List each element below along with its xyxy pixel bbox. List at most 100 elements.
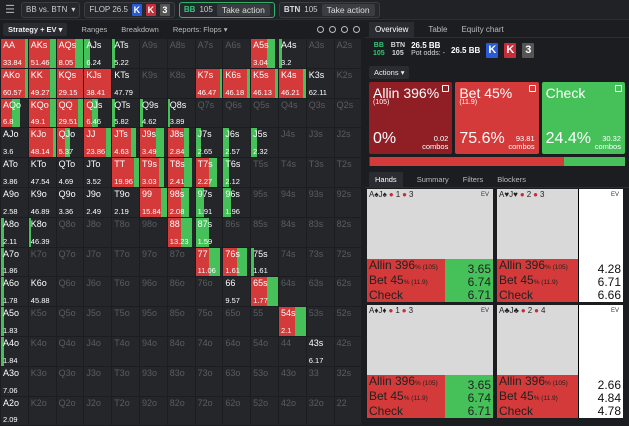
grid-cell[interactable]: A9o 2.58: [1, 187, 29, 218]
grid-cell[interactable]: KTo 47.54: [28, 158, 57, 188]
bb-take-action-button[interactable]: Take action: [216, 3, 270, 16]
grid-cell[interactable]: A8s: [167, 39, 196, 69]
grid-cell[interactable]: 98s 2.08: [167, 187, 196, 218]
grid-cell[interactable]: 94o: [139, 336, 168, 367]
grid-cell[interactable]: J3o: [84, 366, 113, 397]
tab-summary[interactable]: Summary: [416, 175, 449, 184]
grid-cell[interactable]: 86s: [223, 217, 252, 248]
grid-cell[interactable]: 63s: [306, 277, 335, 308]
grid-cell[interactable]: 93o: [139, 366, 168, 397]
grid-cell[interactable]: T2s: [334, 158, 363, 188]
grid-cell[interactable]: 22: [334, 396, 363, 426]
grid-cell[interactable]: A2o 2.09: [1, 396, 29, 426]
hand-combo-cell[interactable]: A♠J♠ ● 1 ● 3 EV Allin 396% (105) Bet 45% (11.…: [367, 189, 493, 302]
grid-cell[interactable]: Q4s: [278, 98, 307, 129]
grid-cell[interactable]: T2o: [112, 396, 140, 426]
grid-cell[interactable]: 82o: [167, 396, 196, 426]
grid-cell[interactable]: 62s: [334, 277, 363, 308]
btn-take-action-button[interactable]: Take action: [321, 3, 375, 16]
grid-cell[interactable]: 96o: [139, 277, 168, 308]
grid-cell[interactable]: AKs 51.46: [28, 39, 57, 69]
grid-cell[interactable]: 99 15.84: [139, 187, 168, 218]
bb-action-pill[interactable]: BB 105 Take action: [178, 1, 275, 18]
checkbox-icon[interactable]: [528, 85, 536, 92]
hand-combo-cell[interactable]: A♣J♣ ● 2 ● 4 EV Allin 396% (105) Bet 45% (11.…: [497, 305, 623, 418]
grid-cell[interactable]: 42s: [334, 336, 363, 367]
grid-cell[interactable]: T7s 2.27: [195, 158, 224, 188]
grid-cell[interactable]: A4s 3.2: [278, 39, 307, 69]
grid-cell[interactable]: T7o: [112, 247, 140, 278]
grid-cell[interactable]: 32s: [334, 366, 363, 397]
square-icon[interactable]: [353, 25, 360, 33]
tab-strategy-ev[interactable]: Strategy + EV ▾: [3, 22, 68, 36]
grid-cell[interactable]: 96s 1.96: [223, 187, 252, 218]
hand-combo-cell[interactable]: A♥J♥ ● 2 ● 3 EV Allin 396% (105) Bet 45% (11.…: [497, 189, 623, 302]
grid-cell[interactable]: TT 19.96: [112, 158, 140, 188]
grid-cell[interactable]: K8o 46.39: [28, 217, 57, 248]
grid-cell[interactable]: KJo 48.14: [28, 128, 57, 159]
grid-cell[interactable]: Q9o 3.36: [56, 187, 85, 218]
grid-cell[interactable]: KJs 38.41: [84, 68, 113, 99]
grid-cell[interactable]: K2s: [334, 68, 363, 99]
grid-cell[interactable]: J8s 2.84: [167, 128, 196, 159]
grid-cell[interactable]: Q7s: [195, 98, 224, 129]
grid-cell[interactable]: K7o: [28, 247, 57, 278]
grid-cell[interactable]: A3o 7.06: [1, 366, 29, 397]
grid-cell[interactable]: 92o: [139, 396, 168, 426]
grid-cell[interactable]: 72s: [334, 247, 363, 278]
grid-cell[interactable]: JTo 3.52: [84, 158, 113, 188]
grid-cell[interactable]: 74s: [278, 247, 307, 278]
grid-cell[interactable]: AJs 6.24: [84, 39, 113, 69]
action-card[interactable]: Allin 396% (105) 0% 0.02 combos: [369, 82, 453, 154]
grid-cell[interactable]: 83o: [167, 366, 196, 397]
grid-cell[interactable]: 63o: [223, 366, 252, 397]
grid-cell[interactable]: K7s 46.47: [195, 68, 224, 99]
grid-cell[interactable]: 33: [306, 366, 335, 397]
grid-cell[interactable]: A2s: [334, 39, 363, 69]
grid-cell[interactable]: A5s 3.04: [251, 39, 279, 69]
grid-cell[interactable]: 76o: [195, 277, 224, 308]
grid-cell[interactable]: Q4o: [56, 336, 85, 367]
grid-cell[interactable]: 73s: [306, 247, 335, 278]
grid-cell[interactable]: T6s 2.12: [223, 158, 252, 188]
spot-selector[interactable]: BB vs. BTN ▾: [21, 1, 81, 18]
grid-cell[interactable]: AQo 6.8: [1, 98, 29, 129]
grid-cell[interactable]: A6s: [223, 39, 252, 69]
grid-cell[interactable]: J4o: [84, 336, 113, 367]
circle-icon[interactable]: [329, 25, 336, 33]
grid-cell[interactable]: T3o: [112, 366, 140, 397]
grid-cell[interactable]: 95o: [139, 307, 168, 337]
grid-cell[interactable]: 87o: [167, 247, 196, 278]
tab-filters[interactable]: Filters: [462, 175, 484, 184]
btn-action-pill[interactable]: BTN 105 Take action: [278, 1, 380, 18]
grid-cell[interactable]: 42o: [278, 396, 307, 426]
grid-cell[interactable]: J9o 2.49: [84, 187, 113, 218]
grid-cell[interactable]: J3s: [306, 128, 335, 159]
flop-pill[interactable]: FLOP 26.5 K K 3: [84, 1, 175, 18]
grid-cell[interactable]: Q8s 3.89: [167, 98, 196, 129]
grid-cell[interactable]: T8o: [112, 217, 140, 248]
grid-cell[interactable]: Q6s: [223, 98, 252, 129]
grid-cell[interactable]: Q2o: [56, 396, 85, 426]
action-card[interactable]: Bet 45% (11.9) 75.6% 93.81 combos: [455, 82, 539, 154]
grid-cell[interactable]: K9s: [139, 68, 168, 99]
tab-ranges[interactable]: Ranges: [81, 24, 108, 34]
grid-cell[interactable]: T3s: [306, 158, 335, 188]
grid-cell[interactable]: 66 9.57: [223, 277, 252, 308]
tab-reports[interactable]: Reports: Flops ▾: [172, 24, 228, 34]
grid-cell[interactable]: Q6o: [56, 277, 85, 308]
grid-cell[interactable]: J9s 3.49: [139, 128, 168, 159]
grid-cell[interactable]: 84o: [167, 336, 196, 367]
grid-cell[interactable]: JTs 4.63: [112, 128, 140, 159]
grid-cell[interactable]: KQo 49.1: [28, 98, 57, 129]
grid-cell[interactable]: 72o: [195, 396, 224, 426]
grid-cell[interactable]: 43s 6.17: [306, 336, 335, 367]
grid-cell[interactable]: J6s 2.57: [223, 128, 252, 159]
grid-cell[interactable]: T5s: [251, 158, 279, 188]
grid-cell[interactable]: J6o: [84, 277, 113, 308]
grid-cell[interactable]: QTo 4.69: [56, 158, 85, 188]
grid-cell[interactable]: 54s 2.1: [278, 307, 307, 337]
grid-cell[interactable]: J2o: [84, 396, 113, 426]
grid-cell[interactable]: 44: [278, 336, 307, 367]
grid-cell[interactable]: 65s 1.77: [251, 277, 279, 308]
